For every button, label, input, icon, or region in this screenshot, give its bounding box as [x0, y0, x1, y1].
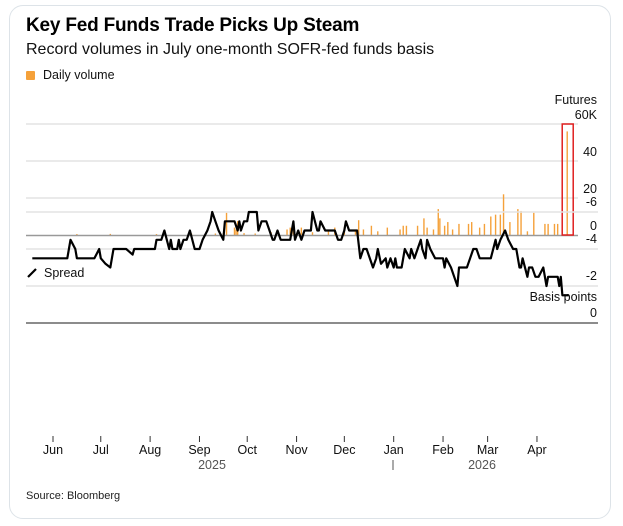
- x-tick-label: Oct: [237, 443, 257, 457]
- volume-bar: [426, 227, 428, 235]
- x-tick-label: Jun: [43, 443, 63, 457]
- volume-bar: [467, 223, 470, 235]
- year-label: 2025: [198, 458, 226, 472]
- volume-bar: [423, 218, 425, 235]
- volume-bar: [556, 223, 559, 235]
- x-tick-label: Nov: [285, 443, 308, 457]
- volume-bar: [447, 222, 449, 235]
- volume-bar: [405, 225, 408, 235]
- x-tick-label: Dec: [333, 443, 355, 457]
- legend-volume-label: Daily volume: [43, 68, 115, 82]
- spread-y-tick-label: 0: [590, 306, 597, 320]
- volume-bar: [286, 229, 288, 235]
- volume-bar: [490, 216, 492, 235]
- source-note: Source: Bloomberg: [26, 490, 121, 502]
- highlight-box: [561, 123, 574, 236]
- chart-subtitle: Record volumes in July one-month SOFR-fe…: [26, 41, 435, 58]
- volume-bar: [517, 209, 519, 235]
- volume-bar: [483, 223, 486, 235]
- volume-bar: [254, 233, 256, 235]
- volume-bar: [109, 233, 112, 235]
- volume-bar: [478, 227, 481, 235]
- line-swatch-icon: [27, 268, 37, 278]
- volume-bar: [432, 229, 435, 235]
- volume-bar: [155, 234, 158, 235]
- spread-y-tick-label: -4: [586, 232, 597, 246]
- volume-bar: [76, 234, 78, 235]
- volume-bar: [443, 225, 446, 235]
- volume-bar: [544, 223, 546, 235]
- chart-title: Key Fed Funds Trade Picks Up Steam: [26, 15, 360, 36]
- volume-bar: [451, 229, 454, 235]
- chart-card: [9, 5, 611, 519]
- volume-bar: [311, 232, 314, 235]
- volume-bar: [357, 220, 360, 235]
- volume-bar: [243, 233, 245, 235]
- volume-bar: [566, 131, 568, 235]
- legend-volume: Daily volume: [26, 68, 115, 82]
- volume-bar: [233, 227, 236, 235]
- x-tick-label: Apr: [527, 443, 546, 457]
- volume-bar: [547, 223, 549, 235]
- volume-bar: [526, 231, 529, 235]
- volume-y-tick-label: 20: [583, 182, 597, 196]
- volume-bar: [416, 225, 419, 235]
- volume-bar: [362, 229, 365, 235]
- volume-y-tick-label: 0: [590, 219, 597, 233]
- year-label: 2026: [468, 458, 496, 472]
- x-tick-label: Jan: [384, 443, 404, 457]
- volume-bar: [470, 222, 473, 235]
- spread-y-tick-label: -2: [586, 269, 597, 283]
- volume-bar: [225, 212, 228, 235]
- x-tick-label: Feb: [432, 443, 454, 457]
- x-tick-label: Aug: [139, 443, 161, 457]
- volume-bar: [327, 230, 330, 235]
- x-tick-label: Sep: [188, 443, 210, 457]
- volume-y-tick-label: 60K: [575, 108, 598, 122]
- volume-bar: [458, 223, 460, 235]
- volume-bar: [439, 218, 441, 235]
- volume-bar: [520, 210, 522, 235]
- volume-y-tick-label: 40: [583, 145, 597, 159]
- x-tick-label: Jul: [93, 443, 109, 457]
- volume-bar: [235, 229, 237, 235]
- legend-spread: Spread: [26, 266, 84, 280]
- legend-spread-label: Spread: [44, 266, 85, 280]
- spread-line: [32, 210, 569, 297]
- x-tick-label: Mar: [477, 443, 499, 457]
- volume-bar: [399, 229, 401, 235]
- spread-unit-label: Basis points: [530, 290, 597, 304]
- volume-bar: [437, 209, 439, 235]
- volume-bar: [553, 223, 556, 235]
- volume-bar: [533, 212, 535, 235]
- volume-unit-label: Futures: [555, 93, 597, 107]
- volume-bar: [386, 227, 389, 235]
- volume-bar: [214, 233, 217, 235]
- volume-bar: [494, 214, 497, 235]
- volume-bar: [377, 231, 379, 235]
- volume-bar: [499, 214, 502, 235]
- volume-bar: [300, 227, 303, 235]
- spread-y-tick-label: -6: [586, 195, 597, 209]
- volume-bar: [289, 227, 291, 235]
- volume-bar: [509, 222, 511, 235]
- volume-bar: [402, 225, 404, 235]
- volume-swatch-icon: [26, 70, 35, 80]
- volume-bar: [502, 194, 505, 235]
- volume-bar: [354, 231, 357, 235]
- volume-bar: [370, 225, 373, 235]
